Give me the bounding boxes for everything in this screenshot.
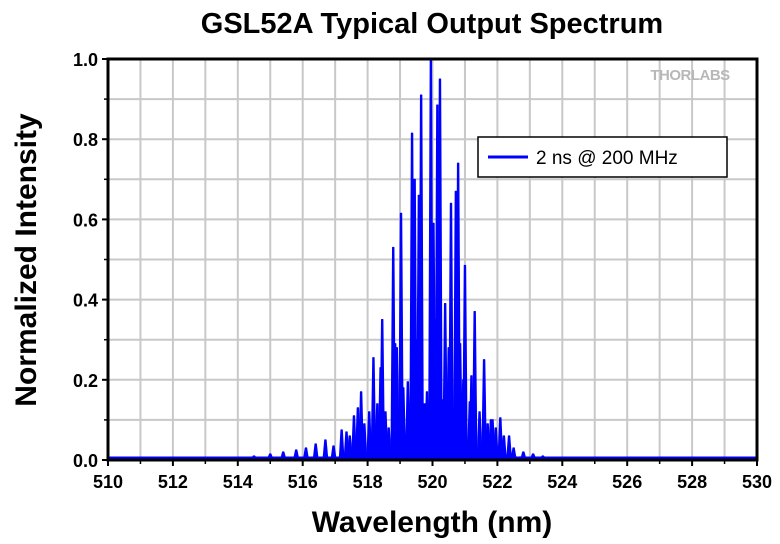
spectrum-peak	[510, 447, 517, 459]
x-axis-label: Wavelength (nm)	[312, 506, 553, 539]
spectrum-peak	[370, 357, 377, 459]
spectrum-peak	[400, 387, 407, 459]
spectrum-peak	[346, 435, 353, 459]
spectrum-peak	[351, 415, 357, 459]
x-tick-label: 526	[612, 472, 642, 492]
y-tick-label: 1.0	[73, 50, 98, 70]
spectrum-peak	[322, 439, 329, 459]
legend-label: 2 ns @ 200 MHz	[536, 148, 678, 169]
y-tick-label: 0.0	[73, 451, 98, 471]
spectrum-peak	[476, 411, 483, 459]
x-tick-label: 514	[223, 472, 253, 492]
x-tick-label: 528	[677, 472, 707, 492]
x-tick-label: 520	[417, 472, 447, 492]
y-tick-label: 0.8	[73, 130, 98, 150]
spectrum-series	[108, 58, 757, 460]
spectrum-peak	[442, 303, 448, 459]
spectrum-peak	[267, 453, 274, 459]
spectrum-peak	[492, 427, 499, 459]
x-tick-label: 518	[353, 472, 383, 492]
spectrum-peak	[471, 311, 478, 459]
axis-ticks: 510 512 514 516 518 520 522 524 526 528 530 0.0 0.2 0…	[73, 50, 772, 492]
spectrum-peak	[497, 417, 504, 459]
spectrum-peak	[251, 455, 257, 459]
spectrum-peak	[530, 453, 536, 459]
x-tick-label: 512	[158, 472, 188, 492]
spectrum-peak	[540, 455, 546, 459]
spectrum-peak	[418, 94, 424, 459]
spectrum-peak	[330, 445, 337, 459]
spectrum-peak	[293, 449, 300, 459]
spectrum-peak	[448, 202, 454, 459]
y-tick-label: 0.6	[73, 210, 98, 230]
spectrum-peak	[481, 359, 487, 459]
x-tick-label: 516	[288, 472, 318, 492]
chart-title: GSL52A Typical Output Spectrum	[201, 8, 663, 40]
thorlabs-logo: THORLABS	[650, 67, 730, 84]
spectrum-peak	[338, 429, 345, 459]
legend: 2 ns @ 200 MHz	[477, 136, 728, 178]
spectrum-peak	[366, 411, 373, 459]
spectrum-peak	[424, 391, 430, 459]
spectrum-peak	[280, 451, 287, 459]
x-tick-label: 522	[482, 472, 512, 492]
y-axis-label: Normalized Intensity	[10, 113, 43, 407]
x-tick-label: 530	[742, 472, 772, 492]
spectrum-peak	[385, 427, 392, 459]
spectrum-peak	[312, 443, 319, 459]
spectrum-peak	[361, 423, 368, 459]
y-tick-label: 0.2	[73, 371, 98, 391]
spectrum-peak	[501, 435, 507, 459]
x-tick-label: 524	[547, 472, 577, 492]
spectrum-peak	[462, 264, 468, 459]
x-tick-label: 510	[93, 472, 123, 492]
spectrum-peak	[520, 451, 527, 459]
spectrum-peak	[506, 435, 512, 459]
y-tick-label: 0.4	[73, 291, 98, 311]
spectrum-peak	[303, 447, 309, 459]
spectrum-peak	[394, 347, 400, 459]
